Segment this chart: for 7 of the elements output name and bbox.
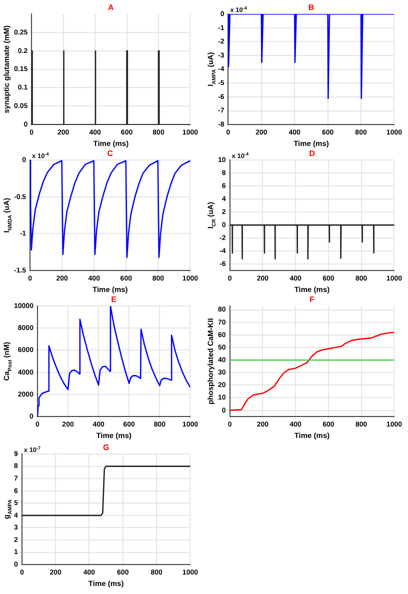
chart-title: E (111, 295, 118, 304)
chart-title: A (108, 3, 114, 12)
chart-title: D (309, 149, 316, 158)
chart-title: G (102, 443, 110, 452)
chart-title: B (308, 3, 314, 12)
chart-title: C (107, 149, 114, 158)
chart-title: F (310, 295, 315, 304)
